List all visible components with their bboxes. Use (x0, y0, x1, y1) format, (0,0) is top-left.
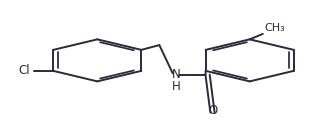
Text: N: N (172, 68, 180, 81)
Text: H: H (172, 80, 180, 93)
Text: CH₃: CH₃ (265, 23, 285, 33)
Text: Cl: Cl (19, 64, 30, 77)
Text: O: O (208, 104, 217, 117)
